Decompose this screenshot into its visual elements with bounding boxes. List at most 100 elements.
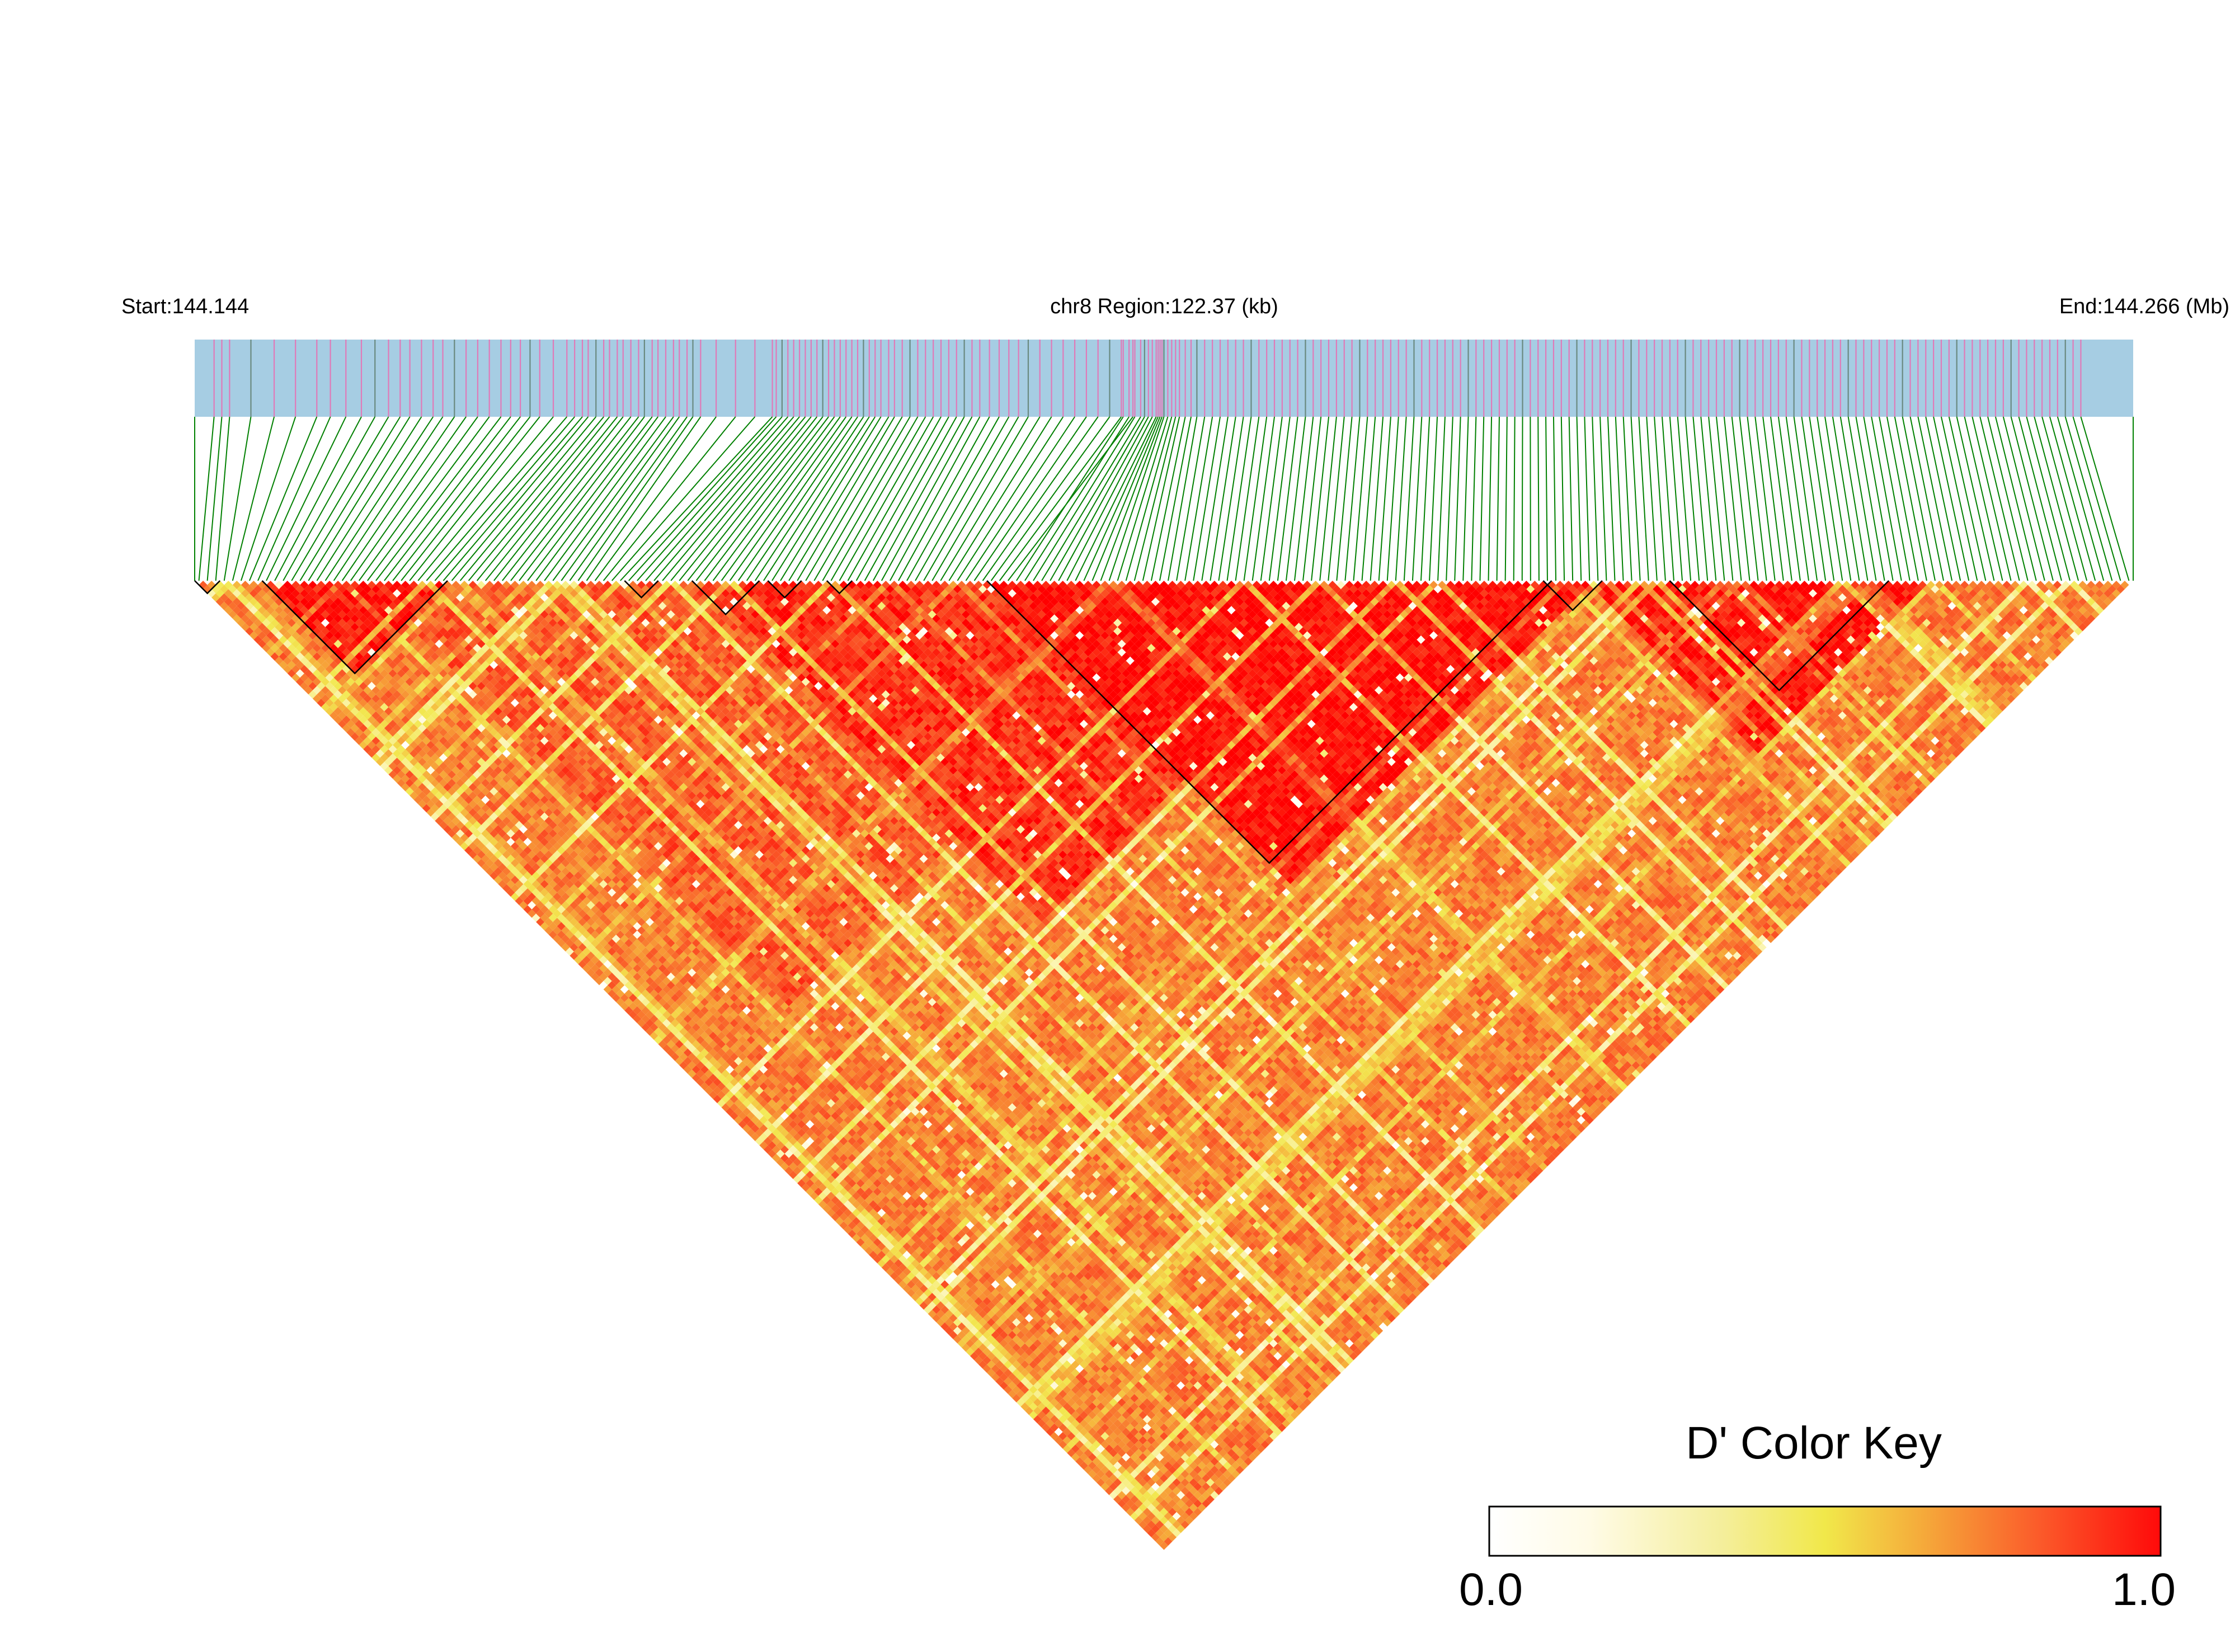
snp-connector — [1362, 417, 1376, 581]
snp-connector — [1438, 417, 1445, 581]
snp-connector — [511, 417, 639, 581]
snp-connector — [2003, 417, 2045, 581]
snp-connector — [1871, 417, 1901, 581]
snp-connector — [1554, 417, 1556, 581]
snp-connector — [1311, 417, 1329, 581]
snp-connector — [1320, 417, 1337, 581]
snp-connector — [1489, 417, 1492, 581]
snp-connector — [469, 417, 604, 581]
snp-connector — [1895, 417, 1927, 581]
snp-connector — [1639, 417, 1648, 581]
snp-connector — [637, 417, 782, 581]
snp-connector — [283, 417, 375, 581]
snp-connector — [1716, 417, 1733, 581]
snp-connector — [747, 417, 858, 581]
snp-connector — [940, 417, 1039, 581]
snp-connector — [1033, 417, 1135, 581]
snp-connector — [1295, 417, 1313, 581]
snp-connector — [1949, 417, 1986, 581]
snp-connector — [1328, 417, 1344, 581]
snp-connector — [1353, 417, 1367, 581]
snp-connector — [1825, 417, 1851, 581]
snp-connector — [1848, 417, 1876, 581]
snp-connector — [1747, 417, 1766, 581]
snp-connector — [208, 417, 222, 581]
snp-connector — [561, 417, 679, 581]
snp-connector — [1345, 417, 1359, 581]
snp-connector — [1463, 417, 1468, 581]
snp-connector — [1202, 417, 1228, 581]
snp-connector — [1856, 417, 1885, 581]
snp-connector-lines — [195, 417, 2133, 581]
snp-connector — [924, 417, 1018, 581]
snp-connector — [1429, 417, 1437, 581]
snp-connector — [1109, 417, 1164, 581]
snp-connector — [1763, 417, 1784, 581]
snp-connector — [1185, 417, 1212, 581]
snp-connector — [1497, 417, 1499, 581]
snp-connector — [460, 417, 596, 581]
snp-connector — [2019, 417, 2062, 581]
snp-connector — [1584, 417, 1589, 581]
snp-connector — [966, 417, 1075, 581]
snp-connector — [1471, 417, 1476, 581]
snp-connector — [1887, 417, 1918, 581]
snp-connector — [1177, 417, 1204, 581]
snp-connector — [1084, 417, 1158, 581]
snp-connector — [1413, 417, 1422, 581]
snp-connector — [1421, 417, 1429, 581]
snp-connector — [359, 417, 478, 581]
snp-connector — [1608, 417, 1615, 581]
snp-connector — [1693, 417, 1707, 581]
snp-connector — [1616, 417, 1624, 581]
snp-connector — [2011, 417, 2053, 581]
snp-connector — [1151, 417, 1185, 581]
snp-connector — [1600, 417, 1606, 581]
snp-connector — [671, 417, 805, 581]
snp-connector — [1965, 417, 2003, 581]
snp-connector — [1996, 417, 2036, 581]
region-label: chr8 Region:122.37 (kb) — [1050, 295, 1278, 318]
snp-connector — [1269, 417, 1290, 581]
snp-connector — [1701, 417, 1716, 581]
snp-connector — [1193, 417, 1220, 581]
snp-connector — [1404, 417, 1414, 581]
snp-connector — [1538, 417, 1539, 581]
snp-connector — [544, 417, 666, 581]
snp-connector — [1480, 417, 1484, 581]
snp-connector — [1678, 417, 1691, 581]
snp-connector — [1926, 417, 1960, 581]
snp-connector — [1841, 417, 1868, 581]
snp-connector — [1879, 417, 1910, 581]
snp-connector — [688, 417, 817, 581]
snp-connector — [216, 417, 230, 581]
snp-connector — [907, 417, 999, 581]
snp-connector — [1646, 417, 1657, 581]
ld-heatmap — [199, 581, 2129, 1550]
end-label: End:144.266 (Mb) — [2059, 295, 2229, 318]
snp-connector — [1957, 417, 1994, 581]
snp-connector — [1709, 417, 1724, 581]
snp-connector — [1446, 417, 1453, 581]
start-label: Start:144.144 — [121, 295, 249, 318]
snp-connector — [1833, 417, 1859, 581]
snp-connector — [1624, 417, 1632, 581]
snp-connector — [1546, 417, 1547, 581]
snp-connector — [1972, 417, 2011, 581]
snp-connector — [957, 417, 1063, 581]
snp-connector — [1903, 417, 1935, 581]
snp-connector — [991, 417, 1110, 581]
snp-connector — [1135, 417, 1176, 581]
snp-connector — [1724, 417, 1742, 581]
snp-connector — [326, 417, 434, 581]
snp-connector — [629, 417, 777, 581]
snp-connector — [502, 417, 631, 581]
snp-connector — [932, 417, 1028, 581]
snp-connector — [351, 417, 466, 581]
snp-connector — [1686, 417, 1700, 581]
snp-connector — [797, 417, 895, 581]
snp-connector — [1337, 417, 1352, 581]
snp-connector — [1592, 417, 1598, 581]
snp-connector — [224, 417, 251, 581]
